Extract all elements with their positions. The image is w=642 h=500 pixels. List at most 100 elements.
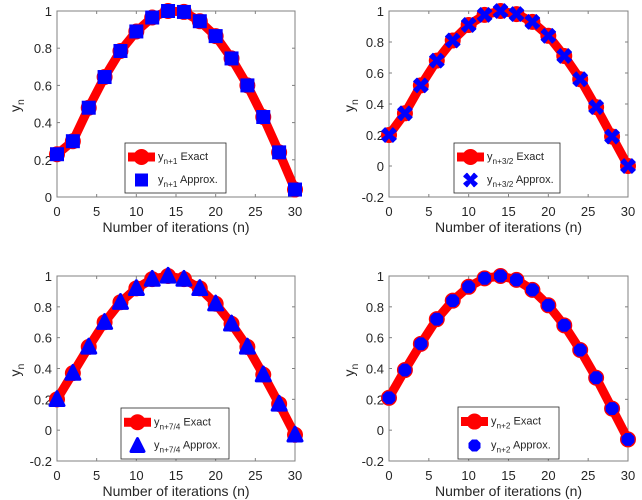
approx-marker <box>161 4 176 18</box>
x-axis-label: Number of iterations (n) <box>435 219 582 235</box>
plot-area <box>48 266 304 443</box>
legend: yn+2 Exact yn+2 Approx. <box>457 406 560 460</box>
legend-approx-label-suffix: Approx. <box>511 439 551 451</box>
legend-approx-marker-swatch <box>468 439 481 452</box>
approx-marker <box>572 71 588 87</box>
legend: yn+1 Exact yn+1 Approx. <box>124 142 227 194</box>
x-tick-label: 10 <box>461 204 475 219</box>
approx-marker <box>48 390 66 407</box>
approx-marker <box>494 269 508 283</box>
legend-approx-label: yn+1 Approx. <box>158 174 218 189</box>
approx-marker <box>111 293 129 310</box>
approx-marker <box>398 363 412 377</box>
approx-marker <box>175 269 193 287</box>
y-tick-label: 0.8 <box>34 41 52 56</box>
x-tick-label: 30 <box>288 468 302 483</box>
y-axis-label-subscript: n <box>15 364 27 370</box>
approx-marker <box>556 48 573 64</box>
y-axis-label: yn <box>7 99 27 112</box>
approx-marker <box>588 99 604 115</box>
approx-marker <box>492 3 509 19</box>
legend-approx-label-subscript: n+2 <box>497 445 511 454</box>
y-tick-label: -0.2 <box>362 454 384 469</box>
y-axis-label-group: yn <box>341 364 361 377</box>
approx-marker <box>143 269 161 287</box>
y-tick-label: 0.2 <box>34 153 52 168</box>
approx-marker <box>64 363 82 381</box>
approx-marker <box>254 365 272 383</box>
y-axis-label-subscript: n <box>15 99 27 105</box>
x-tick-label: 10 <box>461 468 475 483</box>
legend-exact-label: yn+1 Exact <box>158 151 208 166</box>
approx-marker <box>524 14 541 30</box>
y-tick-label: 0.6 <box>34 78 52 93</box>
x-tick-label: 0 <box>53 204 60 219</box>
legend-approx-label: yn+3/2 Approx. <box>487 174 554 189</box>
legend-approx-marker-swatch <box>135 173 148 187</box>
approx-marker <box>256 110 271 125</box>
legend-exact-label-suffix: Exact <box>511 416 542 428</box>
legend-approx-marker-swatch <box>463 172 478 188</box>
approx-marker <box>525 283 539 297</box>
legend-exact-marker-swatch <box>462 149 479 165</box>
approx-marker <box>462 280 476 294</box>
y-tick-label: 0.6 <box>34 331 52 346</box>
approx-marker <box>286 425 304 443</box>
y-tick-label: 0.4 <box>34 362 52 377</box>
legend-approx-label-suffix: Approx. <box>180 440 220 452</box>
approx-marker <box>604 128 620 145</box>
legend-approx-label-base: y <box>487 174 493 186</box>
approx-marker <box>224 51 239 66</box>
approx-marker <box>508 6 525 22</box>
y-tick-label: 0.2 <box>366 128 384 143</box>
approx-marker <box>208 29 223 44</box>
approx-marker <box>97 70 112 85</box>
approx-marker <box>240 78 255 93</box>
x-tick-label: 5 <box>425 204 432 219</box>
legend-approx-label-subscript: n+7/4 <box>160 446 181 455</box>
x-tick-label: 30 <box>288 204 302 219</box>
legend-exact-label: yn+2 Exact <box>491 416 541 431</box>
approx-marker <box>272 145 287 160</box>
legend-exact-label-suffix: Exact <box>178 151 209 163</box>
legend-exact-label-base: y <box>158 151 164 163</box>
approx-marker <box>96 313 114 330</box>
y-tick-label: 0.8 <box>34 300 52 315</box>
y-tick-label: 1 <box>377 269 384 284</box>
y-tick-label: 1 <box>45 4 52 19</box>
y-tick-label: 0 <box>377 159 384 174</box>
x-tick-label: 5 <box>93 468 100 483</box>
x-tick-label: 15 <box>169 468 183 483</box>
legend-approx-label-suffix: Approx. <box>178 174 218 186</box>
legend-exact-marker-swatch <box>133 149 150 165</box>
approx-marker <box>129 24 144 39</box>
approx-marker <box>573 343 587 357</box>
legend-approx-label-base: y <box>158 174 164 186</box>
legend-exact-label-subscript: n+7/4 <box>160 422 181 431</box>
legend-approx-label-base: y <box>491 439 497 451</box>
y-tick-label: 0.8 <box>366 35 384 50</box>
approx-marker <box>444 32 461 49</box>
x-tick-label: 20 <box>541 468 555 483</box>
approx-marker <box>192 14 207 29</box>
x-tick-label: 0 <box>385 204 392 219</box>
approx-marker <box>381 127 397 143</box>
x-tick-label: 20 <box>208 468 222 483</box>
approx-marker <box>382 391 396 405</box>
legend-exact-label-suffix: Exact <box>513 151 544 163</box>
y-axis-label-group: yn <box>341 99 361 112</box>
approx-marker <box>270 394 288 412</box>
x-tick-label: 5 <box>93 204 100 219</box>
y-tick-label: -0.2 <box>362 190 384 205</box>
y-axis-label-subscript: n <box>349 99 361 105</box>
approx-marker <box>113 43 128 58</box>
legend-exact-label-subscript: n+3/2 <box>493 157 514 166</box>
approx-marker <box>191 279 209 296</box>
y-tick-label: 0.4 <box>34 116 52 131</box>
y-tick-label: 0.4 <box>366 97 384 112</box>
legend-approx-label-subscript: n+3/2 <box>493 180 514 189</box>
x-tick-label: 20 <box>208 204 222 219</box>
approx-marker <box>621 432 635 446</box>
legend-exact-label: yn+7/4 Exact <box>154 416 211 431</box>
